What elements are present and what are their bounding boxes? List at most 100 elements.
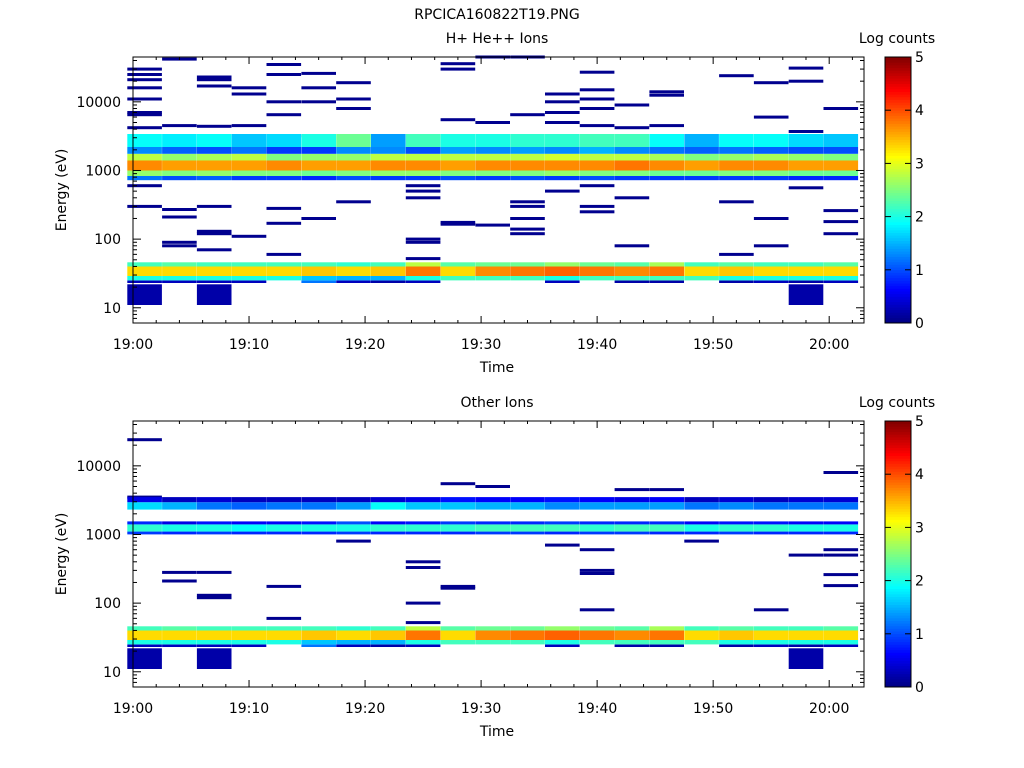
spectrogram-cell bbox=[196, 644, 232, 647]
spectrogram-cell bbox=[614, 276, 650, 281]
spectrogram-cell bbox=[405, 626, 441, 631]
spectrogram-cell bbox=[510, 502, 545, 510]
spectrogram-cell bbox=[196, 153, 232, 161]
spectrogram-cell bbox=[684, 502, 719, 510]
colorbar-swatch bbox=[885, 299, 911, 303]
spectrogram-cell bbox=[545, 170, 580, 177]
spectrogram-cell bbox=[266, 502, 302, 510]
spectrogram-cell bbox=[196, 248, 232, 252]
colorbar-swatch bbox=[885, 498, 911, 502]
spectrogram-cell bbox=[162, 170, 197, 177]
y-axis-label: Energy (eV) bbox=[54, 513, 70, 596]
colorbar-swatch bbox=[885, 641, 911, 645]
spectrogram-cell bbox=[266, 584, 302, 588]
spectrogram-cell bbox=[336, 521, 371, 525]
spectrogram-cell bbox=[405, 502, 441, 510]
spectrogram-cell bbox=[719, 630, 754, 640]
colorbar-swatch bbox=[885, 96, 911, 100]
spectrogram-cell bbox=[127, 276, 162, 281]
spectrogram-cell bbox=[614, 147, 650, 154]
spectrogram-cell bbox=[579, 497, 615, 503]
colorbar-swatch bbox=[885, 647, 911, 651]
spectrogram-cell bbox=[545, 266, 580, 276]
spectrogram-cell bbox=[475, 160, 510, 171]
spectrogram-cell bbox=[301, 626, 336, 631]
x-tick-label: 19:10 bbox=[229, 701, 269, 717]
colorbar-swatch bbox=[885, 657, 911, 661]
colorbar-swatch bbox=[885, 275, 911, 279]
spectrogram-cell bbox=[162, 134, 197, 147]
spectrogram-cell bbox=[510, 160, 545, 171]
spectrogram-cell bbox=[649, 502, 684, 510]
spectrogram-cell bbox=[127, 184, 162, 188]
spectrogram-cell bbox=[649, 280, 684, 283]
spectrogram-cell bbox=[440, 521, 476, 525]
spectrogram-cell bbox=[649, 170, 684, 177]
colorbar-swatch bbox=[885, 564, 911, 568]
spectrogram-cell bbox=[440, 147, 476, 154]
colorbar-swatch bbox=[885, 264, 911, 268]
spectrogram-cell bbox=[301, 521, 336, 525]
colorbar-swatch bbox=[885, 245, 911, 249]
x-tick-label: 19:50 bbox=[693, 337, 733, 353]
spectrogram-cell bbox=[684, 276, 719, 281]
spectrogram-cell bbox=[614, 126, 650, 130]
colorbar-swatch bbox=[885, 200, 911, 204]
colorbar-swatch bbox=[885, 428, 911, 433]
spectrogram-cell bbox=[614, 640, 650, 645]
spectrogram-cell bbox=[371, 644, 406, 647]
colorbar-swatch bbox=[885, 160, 911, 164]
spectrogram-cell bbox=[545, 189, 580, 193]
spectrogram-cell bbox=[371, 524, 406, 532]
spectrogram-cell bbox=[336, 97, 371, 101]
spectrogram-cell bbox=[719, 176, 754, 181]
colorbar-swatch bbox=[885, 506, 911, 510]
colorbar-tick-label: 3 bbox=[915, 520, 924, 536]
colorbar-swatch bbox=[885, 663, 911, 667]
spectrogram-cell bbox=[162, 570, 197, 574]
colorbar-swatch bbox=[885, 237, 911, 241]
spectrogram-cell bbox=[719, 266, 754, 276]
spectrogram-cell bbox=[823, 276, 859, 281]
x-tick-label: 19:10 bbox=[229, 337, 269, 353]
spectrogram-cell bbox=[753, 608, 789, 612]
spectrogram-cell bbox=[719, 276, 754, 281]
spectrogram-cell bbox=[162, 644, 197, 647]
colorbar-swatch bbox=[885, 482, 911, 486]
spectrogram-cell bbox=[336, 176, 371, 181]
spectrogram-cell bbox=[579, 124, 615, 128]
spectrogram-cell bbox=[579, 134, 615, 147]
spectrogram-cell bbox=[196, 124, 232, 128]
colorbar-swatch bbox=[885, 474, 911, 478]
spectrogram-cell bbox=[579, 262, 615, 267]
spectrogram-cell bbox=[788, 186, 824, 190]
spectrogram-cell bbox=[336, 502, 371, 510]
spectrogram-cell bbox=[405, 621, 441, 625]
colorbar-swatch bbox=[885, 625, 911, 629]
colorbar-swatch bbox=[885, 452, 911, 456]
colorbar-swatch bbox=[885, 171, 911, 175]
spectrogram-cell bbox=[649, 531, 684, 535]
spectrogram-cell bbox=[510, 276, 545, 281]
spectrogram-cell bbox=[336, 524, 371, 532]
spectrogram-cell bbox=[196, 593, 232, 597]
spectrogram-cell bbox=[684, 539, 719, 543]
colorbar-swatch bbox=[885, 530, 911, 534]
spectrogram-cell bbox=[440, 626, 476, 631]
colorbar-tick-label: 4 bbox=[915, 467, 924, 483]
spectrogram-cell bbox=[405, 531, 441, 535]
colorbar-swatch bbox=[885, 75, 911, 79]
colorbar-swatch bbox=[885, 104, 911, 108]
spectrogram-cell bbox=[266, 176, 302, 181]
spectrogram-cell bbox=[649, 630, 684, 640]
colorbar-swatch bbox=[885, 304, 911, 308]
spectrogram-cell bbox=[440, 170, 476, 177]
spectrogram-cell bbox=[405, 196, 441, 200]
spectrogram-cell bbox=[196, 78, 232, 82]
y-tick-label: 10000 bbox=[76, 459, 121, 475]
colorbar-swatch bbox=[885, 307, 911, 311]
spectrogram-cell bbox=[301, 160, 336, 171]
colorbar-swatch bbox=[885, 285, 911, 289]
spectrogram-cell bbox=[266, 73, 302, 76]
y-tick-label: 10 bbox=[103, 665, 121, 681]
